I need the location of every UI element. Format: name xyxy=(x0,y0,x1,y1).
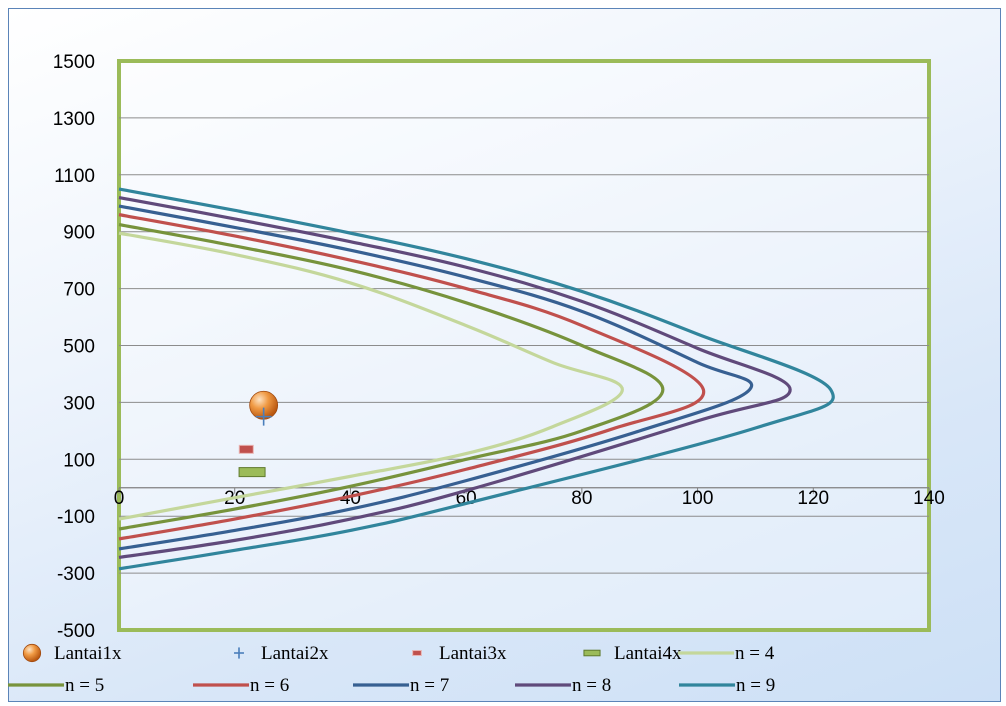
series-line-n-4 xyxy=(118,231,624,521)
legend-label: n = 6 xyxy=(250,675,289,696)
legend-label: n = 4 xyxy=(735,643,775,664)
y-tick-label: 100 xyxy=(63,450,95,471)
legend-label: n = 7 xyxy=(410,675,449,696)
legend-item-n-5: n = 5 xyxy=(8,675,104,696)
y-tick-labels: -500 -300 -100 100 300 500 700 900 1100 1300 1500 xyxy=(53,52,95,642)
legend-label: n = 9 xyxy=(736,675,775,696)
y-tick-label: -300 xyxy=(57,564,95,585)
series-line-n-9 xyxy=(118,187,835,571)
legend-label: n = 8 xyxy=(572,675,611,696)
series-line-n-5 xyxy=(118,223,665,531)
legend-label: Lantai1x xyxy=(54,643,122,664)
series-line-n-8 xyxy=(118,195,792,560)
legend: Lantai1x Lantai2x Lantai3x Lantai4x n = 4 n =… xyxy=(8,643,775,696)
marker-lantai1x xyxy=(22,643,42,663)
y-tick-label: 900 xyxy=(63,223,95,244)
series-line-n-7 xyxy=(118,204,754,551)
legend-label: n = 5 xyxy=(65,675,104,696)
legend-item-lantai2x: Lantai2x xyxy=(234,643,329,664)
marker-lantai3x xyxy=(412,650,422,656)
y-tick-label: -500 xyxy=(57,621,95,642)
legend-item-n-4: n = 4 xyxy=(678,643,775,664)
legend-item-n-8: n = 8 xyxy=(515,675,611,696)
legend-label: Lantai4x xyxy=(614,643,682,664)
marker-lantai3x xyxy=(238,444,254,454)
y-tick-label: 700 xyxy=(63,280,95,301)
marker-lantai2x xyxy=(234,647,244,659)
marker-lantai2x xyxy=(255,407,272,426)
x-tick-labels: 0 20 40 60 80 100 120 140 xyxy=(114,488,945,509)
x-tick-label: 140 xyxy=(913,488,945,509)
marker-lantai4x xyxy=(583,649,601,657)
x-tick-label: 100 xyxy=(682,488,714,509)
chart-frame xyxy=(8,8,1001,702)
legend-item-lantai1x: Lantai1x xyxy=(22,643,122,664)
y-tick-label: -100 xyxy=(57,507,95,528)
y-tick-label: 1100 xyxy=(54,166,95,187)
x-tick-label: 40 xyxy=(340,488,361,509)
series-line-n-6 xyxy=(118,213,705,541)
series-lines xyxy=(118,187,835,571)
legend-label: Lantai3x xyxy=(439,643,507,664)
legend-item-lantai4x: Lantai4x xyxy=(583,643,682,664)
legend-item-n-6: n = 6 xyxy=(193,675,289,696)
legend-label: Lantai2x xyxy=(261,643,329,664)
y-tick-label: 1300 xyxy=(53,109,95,130)
x-tick-label: 0 xyxy=(114,488,125,509)
legend-item-lantai3x: Lantai3x xyxy=(412,643,507,664)
x-tick-label: 120 xyxy=(797,488,829,509)
x-tick-label: 80 xyxy=(571,488,592,509)
legend-item-n-9: n = 9 xyxy=(679,675,775,696)
legend-item-n-7: n = 7 xyxy=(353,675,449,696)
y-tick-label: 300 xyxy=(63,393,95,414)
y-tick-label: 1500 xyxy=(53,52,95,73)
marker-lantai4x xyxy=(238,467,266,478)
data-points xyxy=(238,390,279,478)
y-tick-label: 500 xyxy=(63,337,95,358)
